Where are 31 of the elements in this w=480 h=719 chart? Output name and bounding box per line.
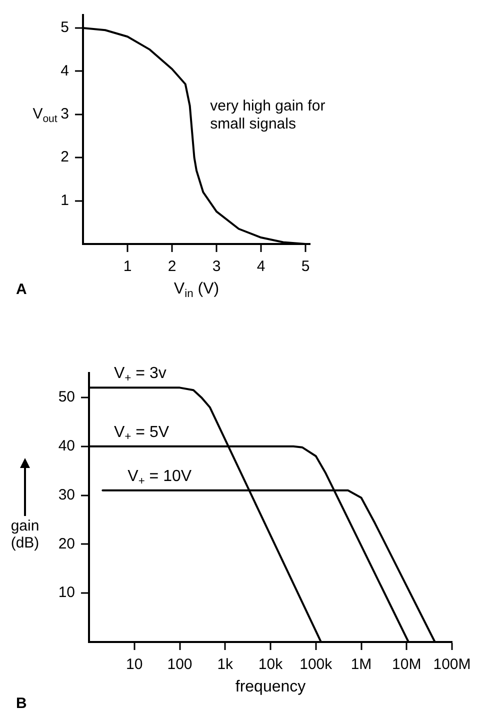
series-label: V+ = 5V — [114, 424, 170, 444]
x-tick-label: 5 — [301, 258, 310, 276]
x-tick-label: 1M — [350, 656, 372, 674]
y-tick-label: 3 — [60, 106, 69, 123]
y-tick-label: 30 — [58, 486, 75, 504]
y-tick-label: 5 — [60, 19, 69, 36]
x-tick-label: 2 — [168, 258, 176, 276]
x-tick-label: 4 — [256, 258, 266, 276]
text: A — [16, 281, 27, 298]
x-tick-label: 1 — [123, 258, 132, 276]
x-tick-label: 1k — [217, 656, 234, 674]
series-label: V+ = 10V — [128, 468, 192, 488]
text: B — [16, 695, 27, 712]
x-tick-label: 10 — [126, 656, 143, 674]
x-axis-title: frequency — [235, 678, 306, 696]
annotation: very high gain for small signals — [210, 98, 326, 133]
y-tick-label: 40 — [58, 438, 75, 455]
y-tick-label: 20 — [58, 535, 75, 552]
x-tick-label: 100 — [167, 656, 192, 674]
y-tick-label: 1 — [60, 192, 69, 209]
x-tick-label: 100M — [433, 656, 471, 674]
x-tick-label: 3 — [212, 258, 221, 276]
x-tick-label: 10M — [392, 656, 422, 674]
series-label: V+ = 3v — [114, 365, 166, 385]
y-tick-label: 50 — [58, 388, 75, 406]
x-tick-label: 100k — [300, 656, 333, 674]
y-tick-label: 10 — [58, 584, 75, 602]
y-tick-label: 4 — [60, 62, 69, 80]
y-tick-label: 2 — [60, 148, 69, 166]
x-tick-label: 10k — [258, 656, 284, 674]
y-axis-title: gain (dB) — [10, 518, 40, 552]
